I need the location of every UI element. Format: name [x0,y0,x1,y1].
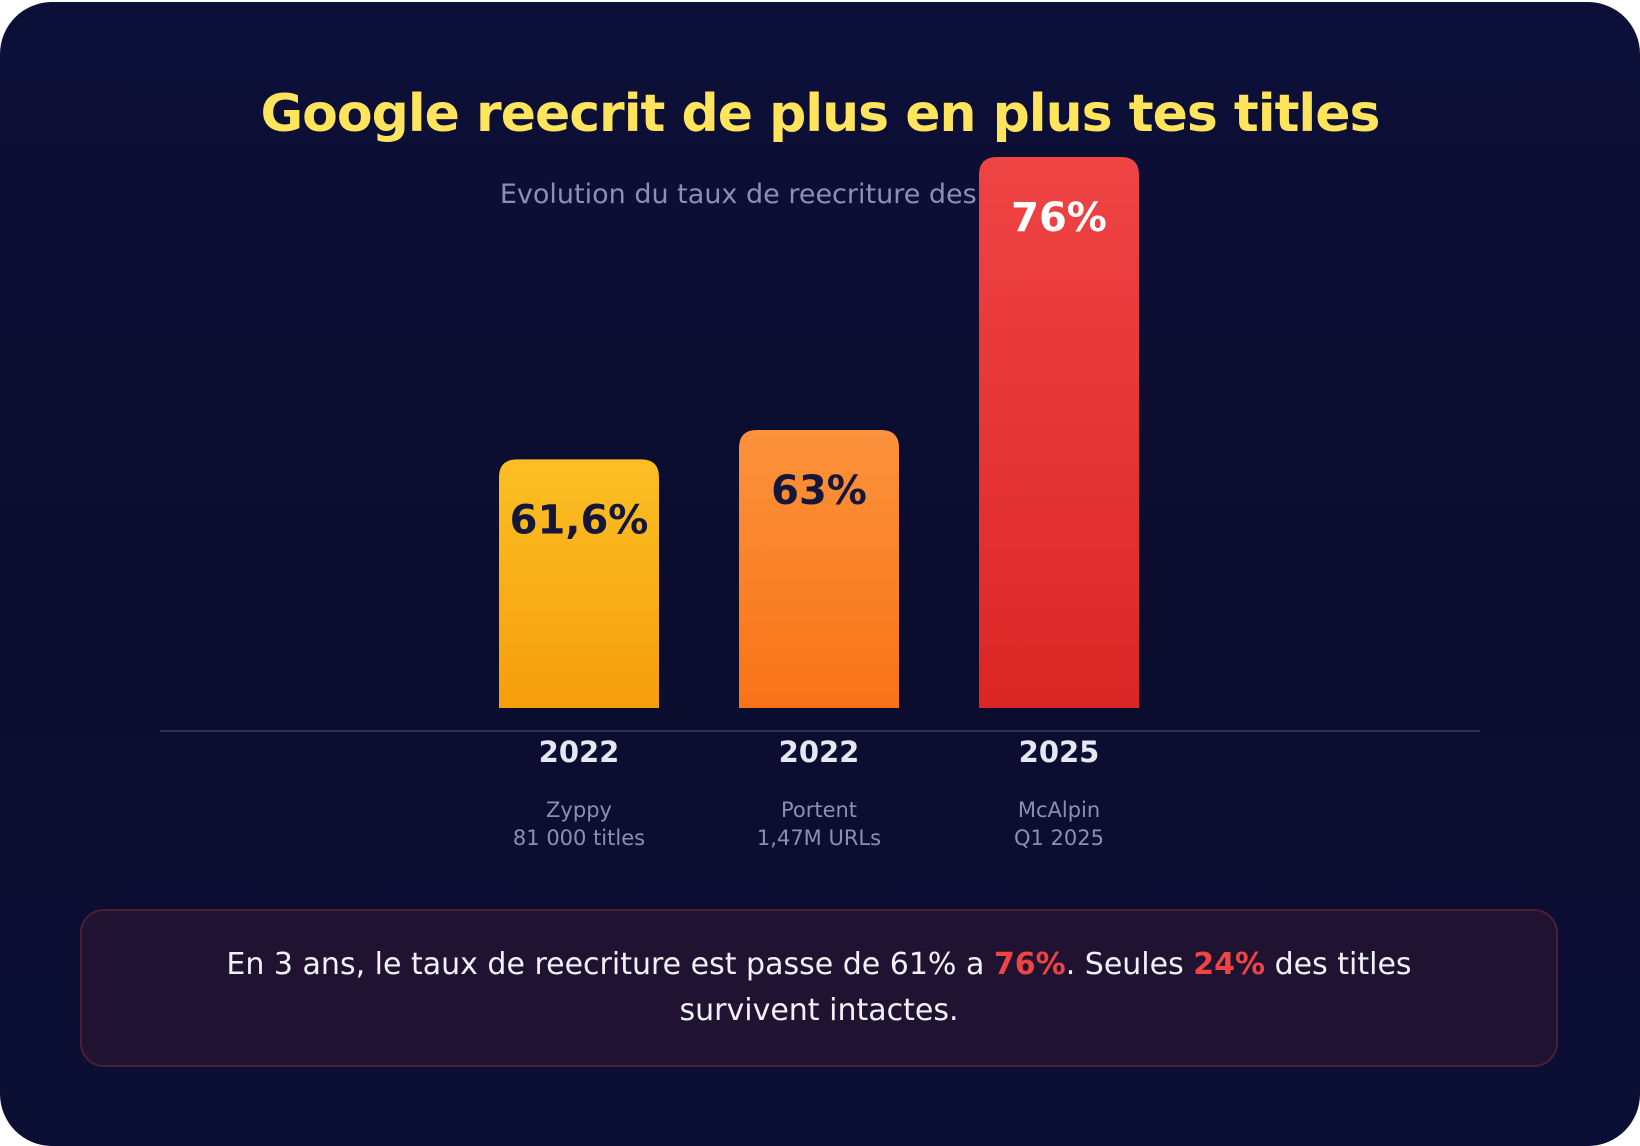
bar-3 [979,157,1139,708]
summary-callout: En 3 ans, le taux de reecriture est pass… [80,909,1558,1067]
source-label-1-1: Zyppy [546,798,612,822]
callout-highlight-24: 24% [1193,947,1266,982]
bar-value-label-3: 76% [1011,195,1107,241]
x-tick-label-1: 2022 [539,735,620,769]
bar-value-label-2: 63% [771,468,867,514]
source-label-1-2: 81 000 titles [513,826,645,850]
x-tick-label-3: 2025 [1019,735,1100,769]
callout-highlight-76: 76% [993,947,1066,982]
x-tick-label-2: 2022 [779,735,860,769]
source-label-2-2: 1,47M URLs [757,826,881,850]
bar-2 [739,430,899,708]
callout-text: En 3 ans, le taux de reecriture est pass… [202,942,1436,1034]
callout-part-2: . Seules [1065,947,1194,982]
bar-value-label-1: 61,6% [510,497,649,543]
bar-1 [499,459,659,708]
chart-title: Google reecrit de plus en plus tes title… [260,84,1381,144]
source-label-3-1: McAlpin [1018,798,1100,822]
callout-part-3: des titles survivent intactes. [679,947,1412,1028]
bar-chart: 61,6% 2022 Zyppy 81 000 titles 63% 2022 Porten… [160,157,1480,850]
source-label-2-1: Portent [781,798,857,822]
callout-part-1: En 3 ans, le taux de reecriture est pass… [226,947,994,982]
source-label-3-2: Q1 2025 [1014,826,1104,850]
